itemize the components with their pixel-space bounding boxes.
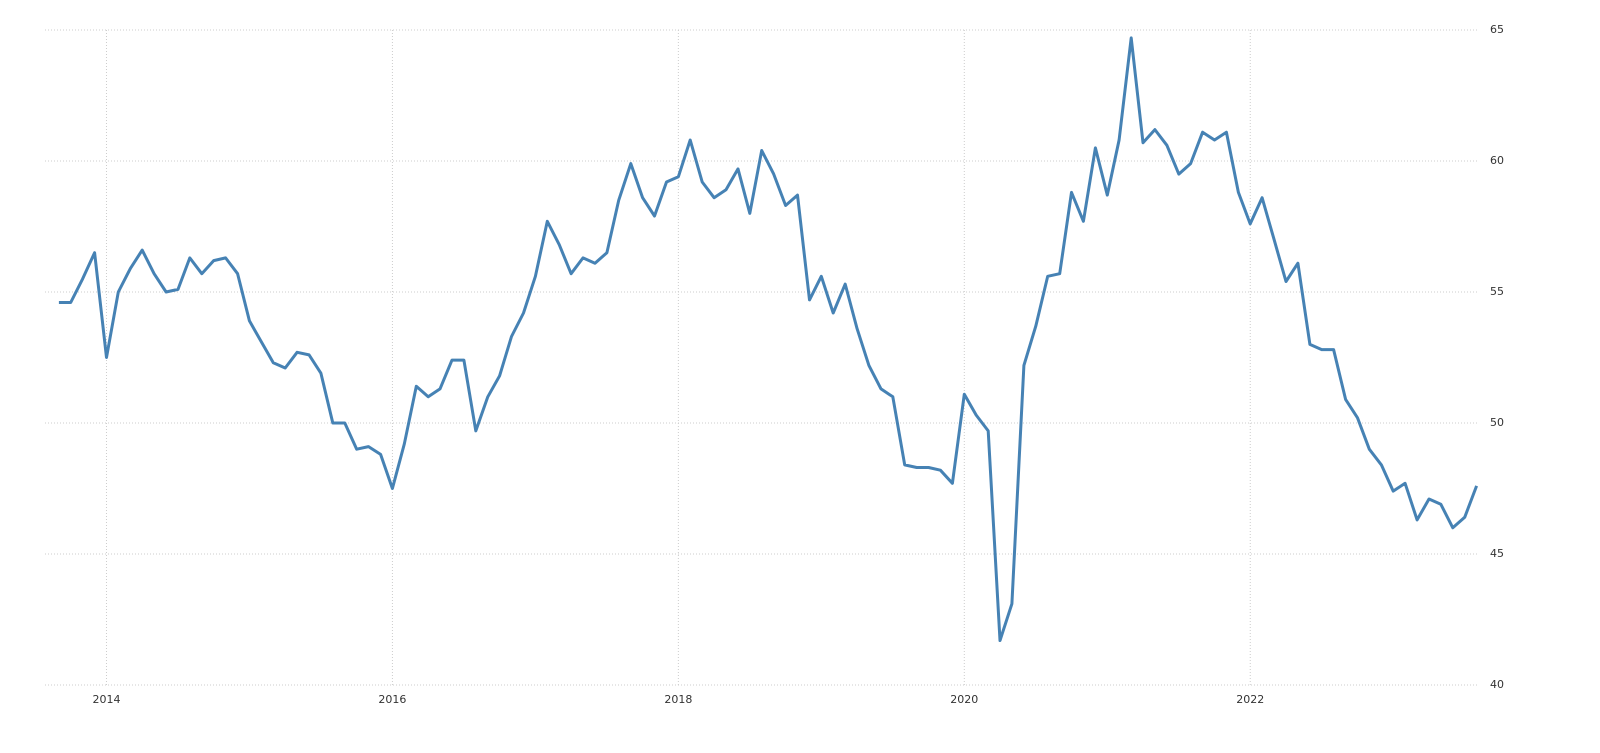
x-tick-label: 2018	[664, 693, 692, 706]
y-tick-label: 65	[1490, 23, 1504, 36]
y-tick-label: 50	[1490, 416, 1504, 429]
y-tick-label: 45	[1490, 547, 1504, 560]
x-tick-label: 2022	[1236, 693, 1264, 706]
data-line	[58, 36, 1479, 642]
y-tick-label: 55	[1490, 285, 1504, 298]
x-tick-label: 2014	[92, 693, 120, 706]
x-tick-label: 2016	[378, 693, 406, 706]
x-tick-label: 2020	[950, 693, 978, 706]
y-tick-label: 60	[1490, 154, 1504, 167]
y-tick-label: 40	[1490, 678, 1504, 691]
